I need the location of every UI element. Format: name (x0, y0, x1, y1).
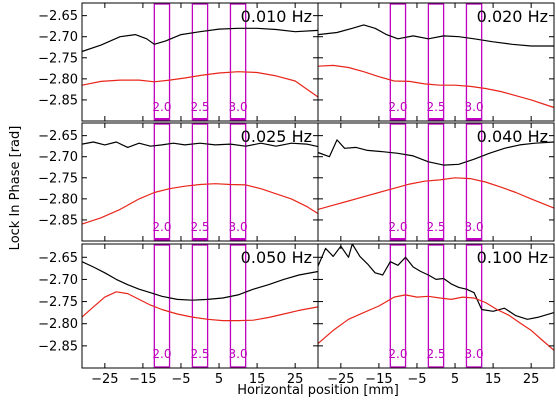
x-axis-ticks: −25 −15 −5 5 15 25 −25 −15 −5 5 15 25 (91, 372, 539, 387)
y-tick-label: −2.70 (38, 30, 78, 45)
x-tick-label: −25 (91, 372, 118, 387)
region-label: 2.0 (152, 100, 171, 114)
x-tick-label: −25 (327, 372, 354, 387)
y-tick-label: −2.75 (38, 51, 78, 66)
y-tick-label: −2.75 (38, 171, 78, 186)
y-axis-title: Lock In Phase [rad] (8, 126, 23, 251)
region-box (229, 244, 247, 368)
region-label: 3.0 (465, 220, 484, 234)
y-tick-label: −2.80 (38, 72, 78, 87)
y-tick-label: −2.85 (38, 93, 78, 108)
series-line-red (317, 177, 555, 210)
region-label: 2.0 (388, 220, 407, 234)
x-tick-label: −15 (129, 372, 156, 387)
region-box (389, 244, 407, 368)
region-label: 2.5 (190, 347, 209, 361)
region-label: 2.5 (426, 347, 445, 361)
region-label: 3.0 (229, 347, 248, 361)
x-axis-title: Horizontal position [mm] (237, 383, 399, 398)
region-box (427, 244, 445, 368)
x-tick-label: −5 (407, 372, 426, 387)
y-tick-label: −2.80 (38, 192, 78, 207)
panel: 2.0 2.5 3.0 0.010 Hz (81, 2, 319, 122)
y-tick-label: −2.85 (38, 339, 78, 354)
region-box (191, 244, 209, 368)
panel-frequency-label: 0.020 Hz (477, 7, 548, 26)
y-tick-label: −2.85 (38, 213, 78, 228)
series-line-red (317, 294, 555, 351)
panel: 2.0 2.5 3.0 0.040 Hz (317, 122, 555, 242)
x-tick-label: 15 (249, 372, 266, 387)
series-line-red (317, 64, 555, 109)
x-tick-label: 5 (451, 372, 459, 387)
panel: 2.0 2.5 3.0 0.100 Hz (317, 243, 555, 369)
series-line-black (81, 261, 319, 301)
y-tick-label: −2.70 (38, 150, 78, 165)
y-tick-label: −2.80 (38, 317, 78, 332)
region-label: 2.5 (190, 220, 209, 234)
y-tick-label: −2.65 (38, 251, 78, 266)
panel: 2.0 2.5 3.0 0.025 Hz (81, 122, 319, 242)
panel: 2.0 2.5 3.0 0.020 Hz (317, 2, 555, 122)
region-label: 2.5 (190, 100, 209, 114)
panel-frequency-label: 0.040 Hz (477, 127, 548, 146)
region-label: 2.5 (426, 220, 445, 234)
x-tick-label: −15 (365, 372, 392, 387)
panel-frequency-label: 0.050 Hz (241, 248, 312, 267)
panel-frame (317, 122, 555, 242)
y-tick-label: −2.65 (38, 129, 78, 144)
series-line-red (81, 71, 319, 98)
y-tick-label: −2.70 (38, 273, 78, 288)
region-label: 2.0 (388, 347, 407, 361)
panel-frame (317, 243, 555, 369)
series-line-black (317, 243, 555, 320)
panel-frequency-label: 0.100 Hz (477, 248, 548, 267)
region-label: 2.0 (388, 100, 407, 114)
series-line-black (81, 141, 319, 148)
series-line-black (81, 27, 319, 53)
region-label: 2.5 (426, 100, 445, 114)
x-tick-label: 15 (485, 372, 502, 387)
x-tick-label: 5 (215, 372, 223, 387)
y-axis-ticks: −2.85 −2.80 −2.75 −2.70 −2.65 −2.85 −2.80 −2.75… (38, 9, 78, 354)
panel-frequency-label: 0.025 Hz (241, 127, 312, 146)
y-tick-label: −2.65 (38, 9, 78, 24)
x-tick-label: 25 (523, 372, 540, 387)
region-box (465, 244, 483, 368)
region-label: 3.0 (229, 220, 248, 234)
series-line-red (81, 183, 319, 225)
series-line-black (317, 24, 554, 47)
panel: 2.0 2.5 3.0 0.050 Hz (81, 243, 319, 369)
region-label: 3.0 (229, 100, 248, 114)
region-label: 3.0 (465, 347, 484, 361)
region-label: 2.0 (152, 347, 171, 361)
region-label: 2.0 (152, 220, 171, 234)
series-line-black (317, 139, 555, 166)
panel-frequency-label: 0.010 Hz (241, 7, 312, 26)
region-label: 3.0 (465, 100, 484, 114)
x-tick-label: 25 (287, 372, 304, 387)
panel-grid: 2.0 2.5 3.0 0.010 Hz 2.0 2.5 3.0 0.020 Hz 2.0 2.5… (81, 2, 555, 369)
series-line-red (81, 291, 319, 322)
y-tick-label: −2.75 (38, 295, 78, 310)
panel-frame (317, 2, 555, 122)
x-tick-label: −5 (171, 372, 190, 387)
